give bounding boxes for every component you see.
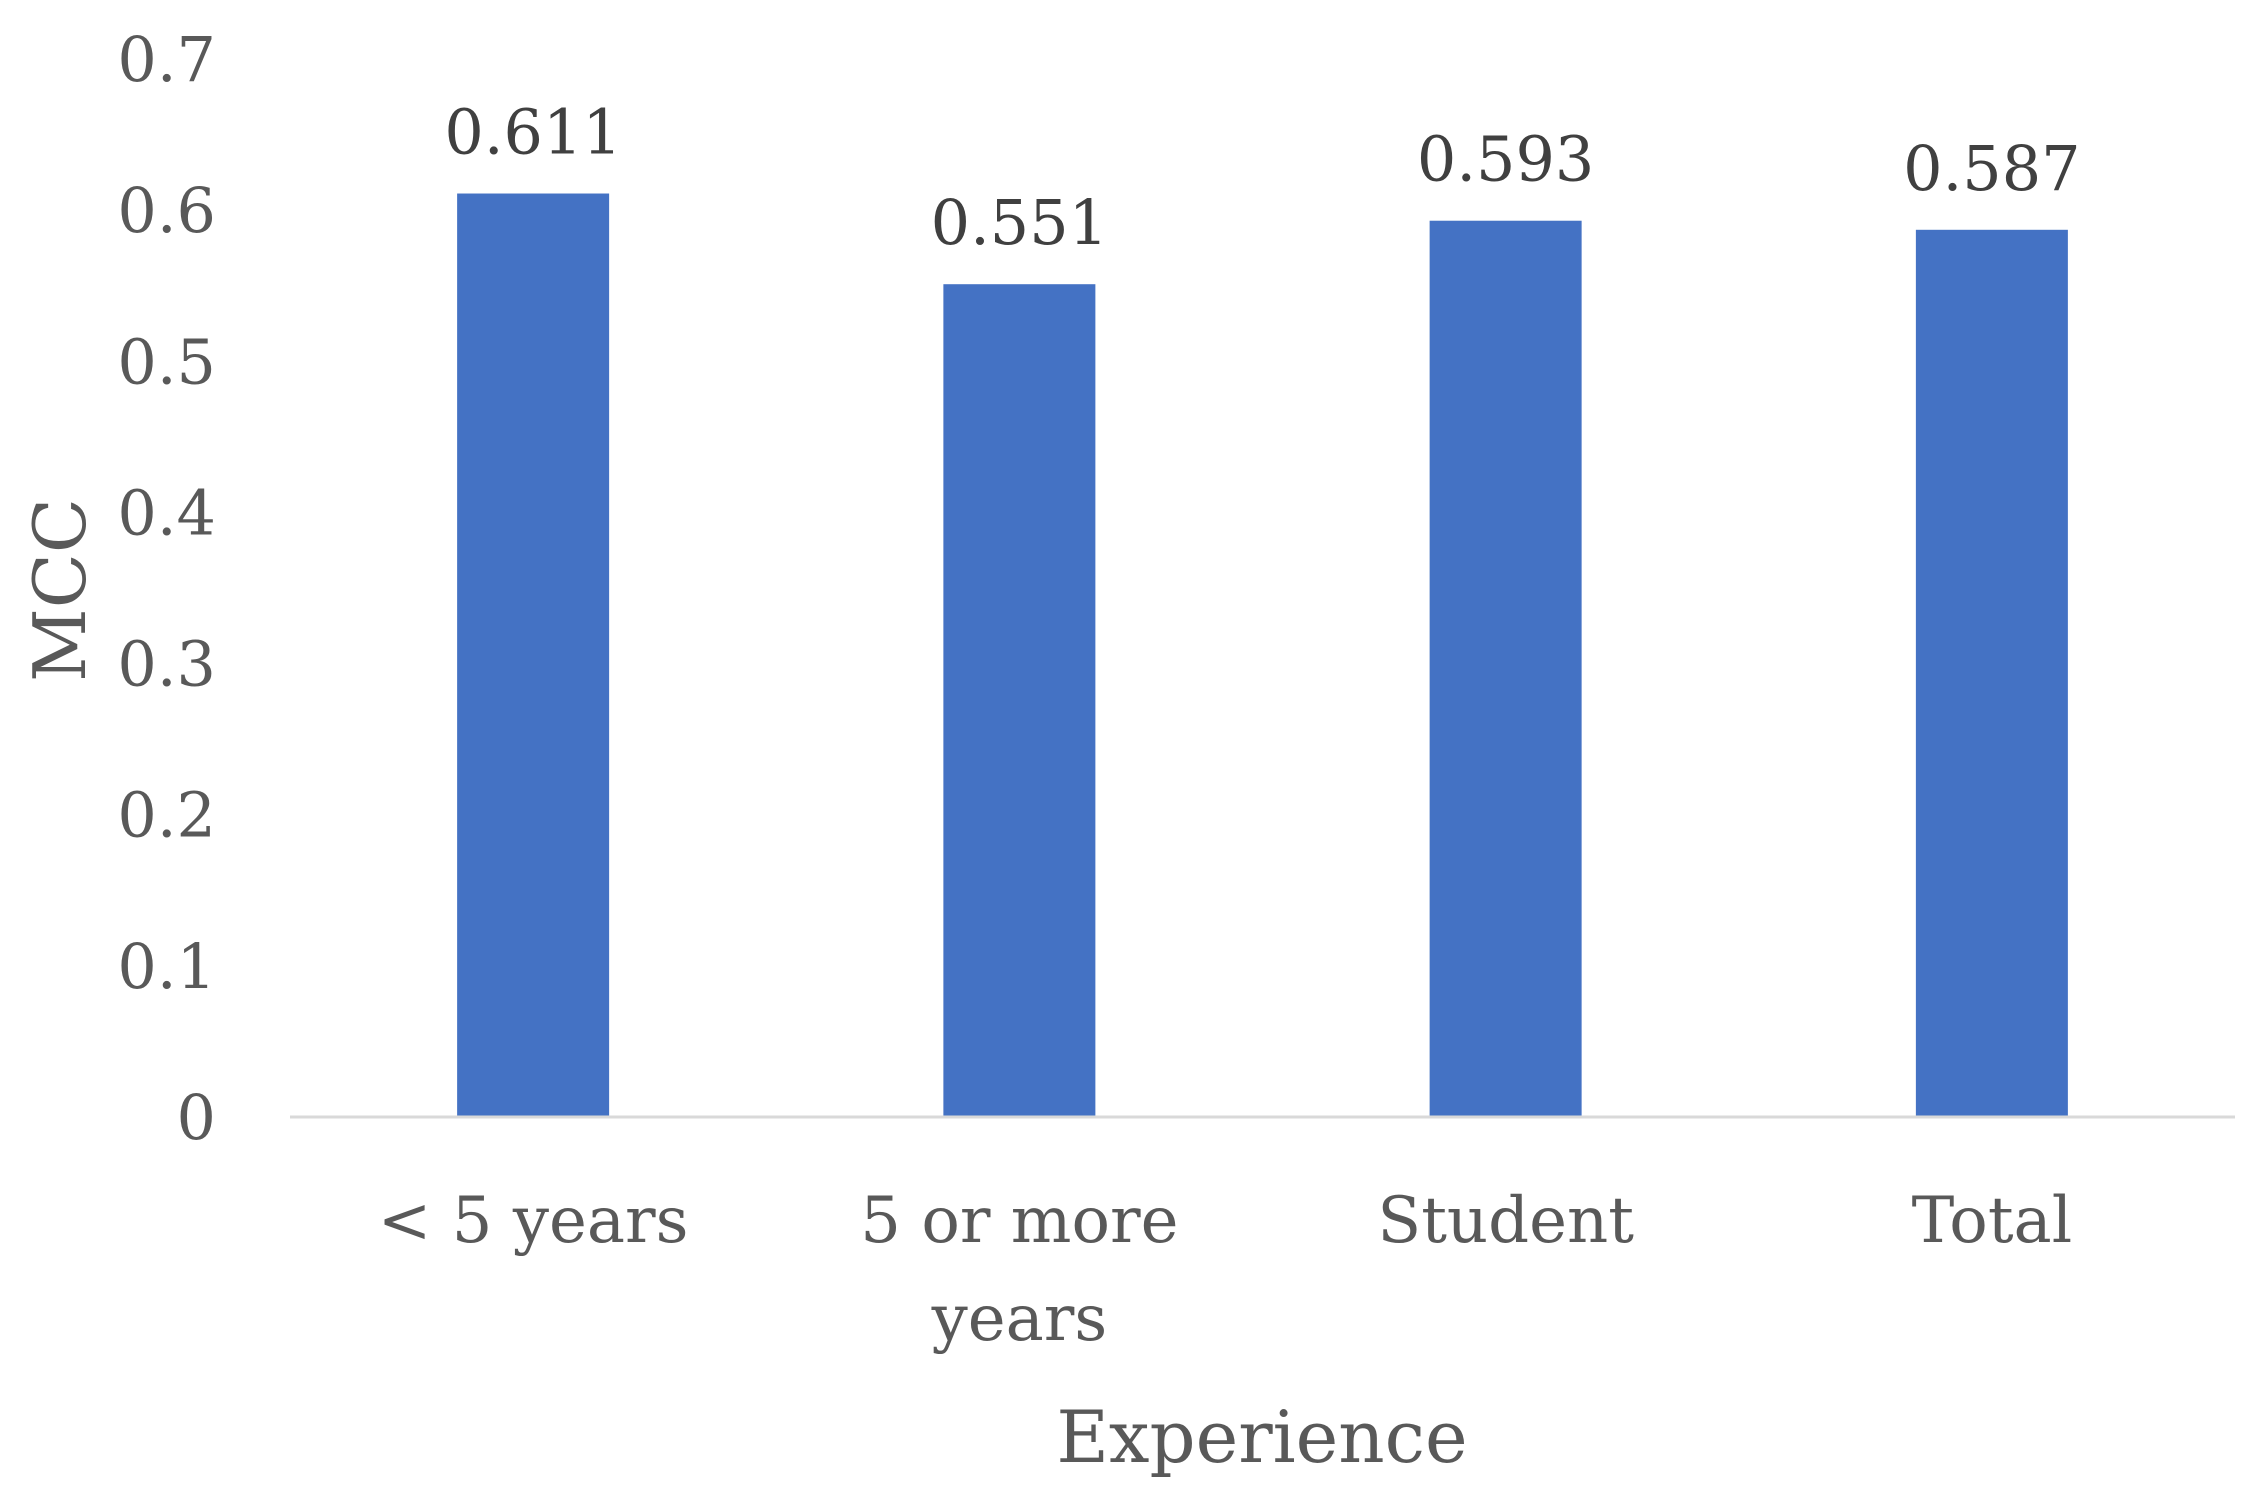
data-label: 0.593 [1417,123,1595,196]
bars [457,193,2068,1118]
data-label: 0.587 [1903,132,2081,205]
data-label: 0.551 [931,186,1109,259]
x-category-label: years [931,1282,1108,1356]
x-category-label: 5 or more [860,1184,1178,1258]
x-category-label: Student [1377,1184,1634,1258]
y-axis-title: MCC [18,498,102,682]
bar [457,193,610,1117]
data-labels: 0.611 0.551 0.593 0.587 [444,96,2080,260]
y-tick-label: 0.3 [117,628,216,701]
y-tick-label: 0.4 [117,476,216,549]
x-category-label: Total [1912,1184,2073,1258]
y-tick-label: 0.7 [117,23,216,96]
y-tick-label: 0.6 [117,174,216,247]
y-tick-label: 0.2 [117,779,216,852]
bar [1915,229,2068,1117]
y-axis-ticks: 0 0.1 0.2 0.3 0.4 0.5 0.6 0.7 [117,23,216,1154]
y-tick-label: 0.5 [117,325,216,398]
y-tick-label: 0.1 [117,930,216,1003]
bar [943,284,1096,1117]
y-tick-label: 0 [177,1081,216,1154]
x-axis-category-labels: < 5 years 5 or more years Student Total [378,1184,2072,1356]
x-category-label: < 5 years [378,1184,689,1258]
data-label: 0.611 [444,96,622,169]
x-axis-title: Experience [1056,1395,1467,1479]
bar [1429,220,1582,1118]
